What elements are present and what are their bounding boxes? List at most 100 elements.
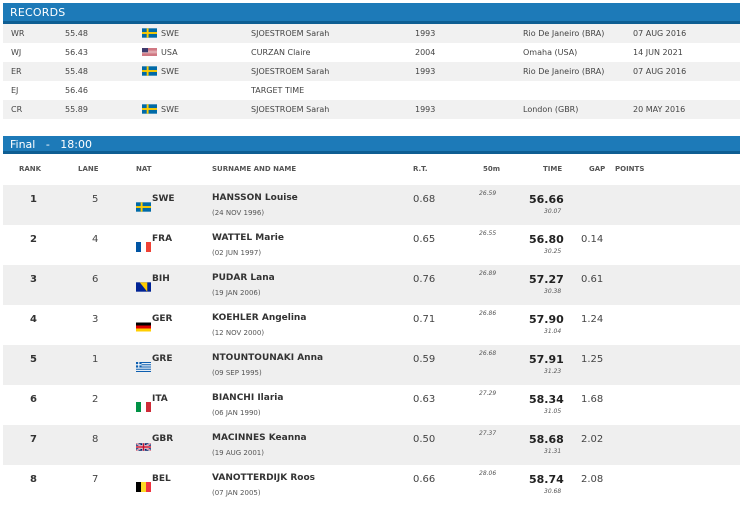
final-time: 58.68 [529, 433, 564, 446]
record-nat: SWE [161, 29, 180, 38]
split-50m: 26.55 [479, 230, 497, 237]
flag-bel-icon [136, 477, 151, 492]
rank: 2 [30, 234, 37, 245]
rank: 4 [30, 314, 37, 325]
lane: 7 [92, 474, 99, 485]
nat: BIH [152, 274, 170, 284]
second-split: 30.25 [544, 248, 562, 255]
athlete-name: HANSSON Louise [212, 193, 298, 203]
record-code: WJ [11, 48, 22, 57]
result-row: 4 3 GER KOEHLER Angelina (12 NOV 2000) 0… [3, 305, 740, 345]
athlete-name: VANOTTERDIJK Roos [212, 473, 315, 483]
record-code: CR [11, 105, 23, 114]
record-time: 56.46 [65, 86, 88, 95]
second-split: 31.04 [544, 328, 562, 335]
record-place: Rio De Janeiro (BRA) [523, 67, 605, 76]
record-code: ER [11, 67, 22, 76]
lane: 2 [92, 394, 99, 405]
record-row: WR 55.48 SWE SJOESTROEM Sarah 1993 Rio D… [3, 24, 740, 43]
record-row: CR 55.89 SWE SJOESTROEM Sarah 1993 Londo… [3, 100, 740, 119]
record-year: 1993 [415, 105, 436, 114]
second-split: 30.07 [544, 208, 562, 215]
record-nat: SWE [161, 67, 180, 76]
record-place: Omaha (USA) [523, 48, 578, 57]
gap: 0.14 [581, 234, 604, 245]
final-title: Final - 18:00 [10, 138, 93, 151]
athlete-name: NTOUNTOUNAKI Anna [212, 353, 324, 363]
rank: 8 [30, 474, 37, 485]
flag-ger-icon [136, 317, 151, 332]
record-code: EJ [11, 86, 19, 95]
final-time: 56.66 [529, 193, 564, 206]
second-split: 30.68 [544, 488, 562, 495]
record-time: 55.89 [65, 105, 88, 114]
record-code: WR [11, 29, 25, 38]
birth-date: (24 NOV 1996) [212, 209, 265, 217]
record-row: ER 55.48 SWE SJOESTROEM Sarah 1993 Rio D… [3, 62, 740, 81]
second-split: 30.38 [544, 288, 562, 295]
birth-date: (19 JAN 2006) [212, 289, 261, 297]
flag-swe-icon [142, 28, 157, 38]
birth-date: (06 JAN 1990) [212, 409, 261, 417]
nat: GER [152, 314, 173, 324]
records-header-bar: RECORDS [3, 3, 740, 24]
record-date: 14 JUN 2021 [633, 48, 683, 57]
nat: FRA [152, 234, 173, 244]
col-nat: NAT [136, 165, 152, 173]
record-date: 20 MAY 2016 [633, 105, 686, 114]
reaction-time: 0.68 [413, 194, 436, 205]
record-name: TARGET TIME [251, 86, 305, 95]
gap: 1.25 [581, 354, 604, 365]
reaction-time: 0.63 [413, 394, 436, 405]
reaction-time: 0.50 [413, 434, 436, 445]
birth-date: (12 NOV 2000) [212, 329, 265, 337]
athlete-name: BIANCHI Ilaria [212, 393, 284, 403]
nat: GRE [152, 354, 173, 364]
nat: ITA [152, 394, 168, 404]
split-50m: 26.89 [479, 270, 497, 277]
split-50m: 28.06 [479, 470, 497, 477]
flag-swe-icon [136, 197, 151, 212]
birth-date: (19 AUG 2001) [212, 449, 264, 457]
record-time: 56.43 [65, 48, 88, 57]
result-row: 5 1 GRE NTOUNTOUNAKI Anna (09 SEP 1995) … [3, 345, 740, 385]
col-name: SURNAME AND NAME [212, 165, 297, 173]
record-date: 07 AUG 2016 [633, 29, 687, 38]
final-time: 58.74 [529, 473, 564, 486]
athlete-name: WATTEL Marie [212, 233, 284, 243]
nat: GBR [152, 434, 174, 444]
result-row: 6 2 ITA BIANCHI Ilaria (06 JAN 1990) 0.6… [3, 385, 740, 425]
rank: 5 [30, 354, 37, 365]
split-50m: 27.29 [479, 390, 497, 397]
col-time: TIME [543, 165, 563, 173]
final-time: 57.90 [529, 313, 564, 326]
reaction-time: 0.76 [413, 274, 436, 285]
col-rt: R.T. [413, 165, 428, 173]
reaction-time: 0.71 [413, 314, 436, 325]
split-50m: 27.37 [479, 430, 497, 437]
reaction-time: 0.59 [413, 354, 436, 365]
lane: 4 [92, 234, 99, 245]
nat: SWE [152, 194, 175, 204]
split-50m: 26.59 [479, 190, 497, 197]
second-split: 31.31 [544, 448, 562, 455]
flag-ita-icon [136, 397, 151, 412]
gap: 2.02 [581, 434, 604, 445]
result-row: 8 7 BEL VANOTTERDIJK Roos (07 JAN 2005) … [3, 465, 740, 505]
athlete-name: MACINNES Keanna [212, 433, 307, 443]
record-row: EJ 56.46 TARGET TIME [3, 81, 740, 100]
record-name: CURZAN Claire [251, 48, 311, 57]
rank: 3 [30, 274, 37, 285]
rank: 7 [30, 434, 37, 445]
birth-date: (02 JUN 1997) [212, 249, 262, 257]
record-nat: USA [161, 48, 178, 57]
flag-swe-icon [142, 104, 157, 114]
gap: 1.24 [581, 314, 604, 325]
col-gap: GAP [589, 165, 606, 173]
split-50m: 26.68 [479, 350, 497, 357]
reaction-time: 0.65 [413, 234, 436, 245]
nat: BEL [152, 474, 171, 484]
flag-swe-icon [142, 66, 157, 76]
result-row: 2 4 FRA WATTEL Marie (02 JUN 1997) 0.65 … [3, 225, 740, 265]
lane: 6 [92, 274, 99, 285]
